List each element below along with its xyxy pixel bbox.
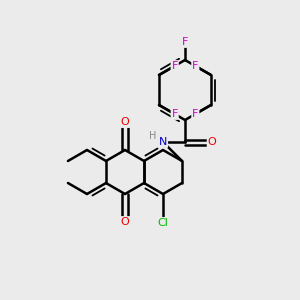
Text: F: F xyxy=(182,37,188,47)
Text: F: F xyxy=(192,109,199,119)
Text: F: F xyxy=(172,61,178,71)
Text: O: O xyxy=(208,137,216,147)
Text: H: H xyxy=(149,131,157,141)
Text: O: O xyxy=(121,117,129,127)
Text: F: F xyxy=(172,109,178,119)
Text: O: O xyxy=(121,217,129,227)
Text: F: F xyxy=(192,61,199,71)
Text: N: N xyxy=(159,137,167,147)
Text: Cl: Cl xyxy=(158,218,168,228)
